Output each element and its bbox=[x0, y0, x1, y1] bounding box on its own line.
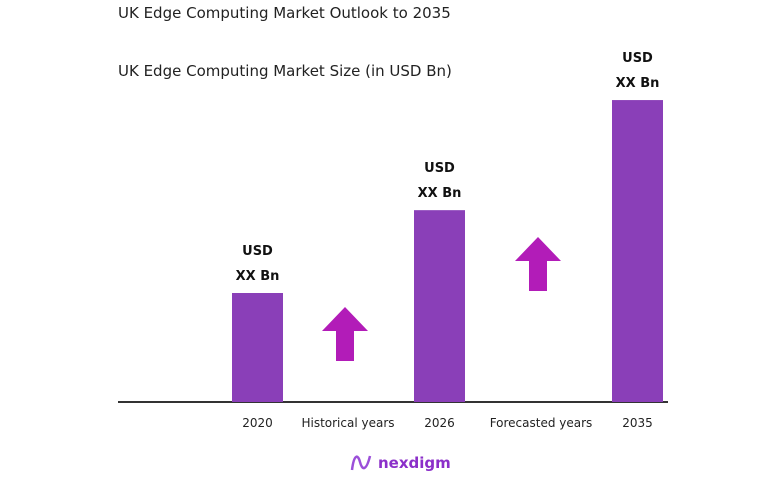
bar-2026 bbox=[414, 210, 465, 402]
data-label: XX Bn bbox=[236, 269, 280, 284]
period-label: Forecasted years bbox=[490, 416, 593, 430]
nexdigm-logo-icon bbox=[350, 455, 372, 471]
period-label: Historical years bbox=[301, 416, 394, 430]
up-arrow-icon bbox=[515, 237, 561, 291]
x-tick-label: 2035 bbox=[622, 416, 653, 430]
bar-2020 bbox=[232, 293, 283, 402]
data-label: XX Bn bbox=[616, 76, 660, 91]
data-label: XX Bn bbox=[418, 186, 462, 201]
x-tick-label: 2026 bbox=[424, 416, 455, 430]
x-tick-label: 2020 bbox=[242, 416, 273, 430]
page-title: UK Edge Computing Market Outlook to 2035 bbox=[118, 4, 451, 22]
data-label: USD bbox=[424, 161, 455, 176]
up-arrow-icon bbox=[322, 307, 368, 361]
data-label: USD bbox=[622, 51, 653, 66]
data-label: USD bbox=[242, 244, 273, 259]
nexdigm-logo: nexdigm bbox=[350, 452, 451, 474]
chart-title: UK Edge Computing Market Size (in USD Bn… bbox=[118, 62, 452, 80]
brand-name: nexdigm bbox=[378, 454, 451, 472]
bar-2035 bbox=[612, 100, 663, 402]
